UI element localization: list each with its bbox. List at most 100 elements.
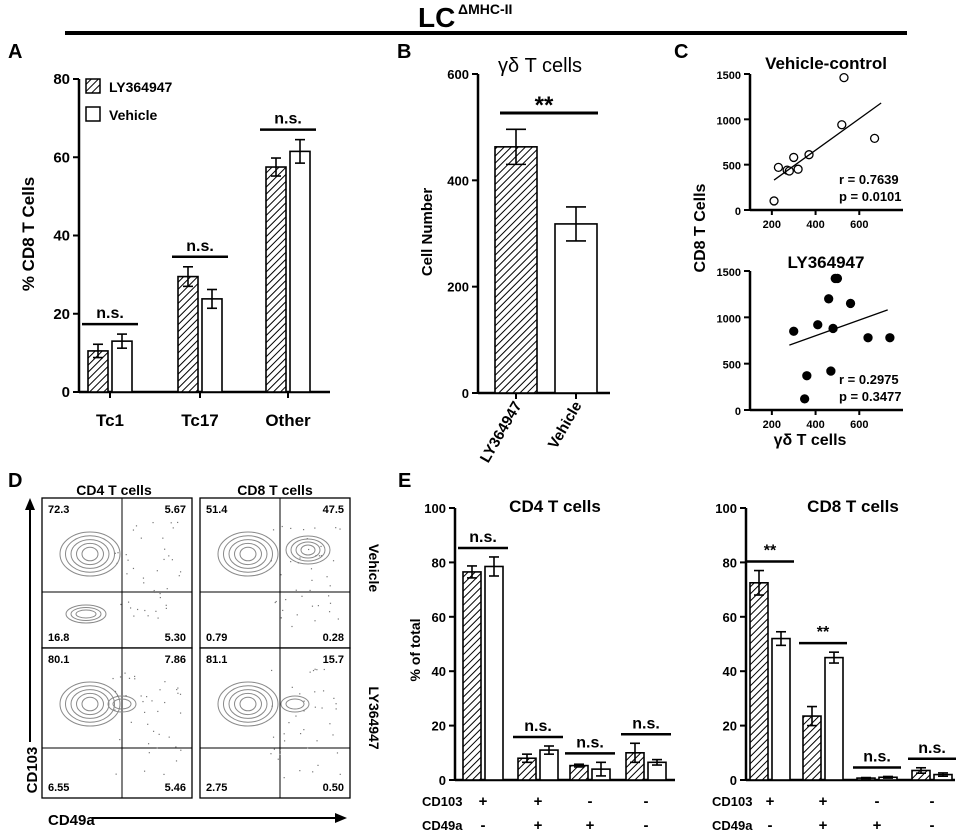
- event-dot: [299, 557, 301, 559]
- x-tick-label: 400: [806, 219, 824, 231]
- y-tick-label: 500: [723, 360, 741, 372]
- event-dot: [175, 760, 178, 762]
- event-dot: [303, 729, 305, 731]
- contour-ring: [76, 692, 104, 716]
- event-dot: [299, 693, 301, 695]
- cd49a-sign: -: [644, 817, 649, 834]
- y-tick-label: 1500: [717, 70, 741, 82]
- scatter-point: [802, 371, 812, 381]
- flow-plot: 80.1 7.86 6.55 5.46: [41, 647, 193, 799]
- event-dot: [127, 601, 130, 603]
- event-dot: [328, 611, 331, 613]
- panel-letter-a: A: [8, 41, 22, 63]
- significance-label: n.s.: [863, 748, 891, 765]
- legend-label-treated: LY364947: [109, 79, 173, 95]
- cd103-sign: -: [588, 793, 593, 810]
- panel-c-ly-chart: 0 500 1000 1500 200 400 600 LY364947 r = 0.2975 p…: [717, 253, 903, 431]
- event-dot: [125, 695, 127, 697]
- contour-ring: [223, 535, 273, 573]
- legend-label-vehicle: Vehicle: [109, 107, 157, 123]
- bar-vehicle: [201, 298, 223, 393]
- event-dot: [322, 690, 325, 692]
- event-dot: [302, 529, 305, 531]
- contour-ring: [65, 535, 115, 573]
- panel-e-cd8-chart: 0 20 40 60 80 100 + - ** + + ** - + n.s. - - n.s. CD8 T ce…: [715, 497, 956, 834]
- scatter-point: [813, 320, 823, 330]
- event-dot: [115, 773, 117, 775]
- quadrant-value: 47.5: [323, 504, 344, 516]
- event-dot: [314, 706, 316, 708]
- quadrant-value: 0.50: [323, 782, 344, 794]
- quadrant-value: 80.1: [48, 654, 69, 666]
- event-dot: [134, 675, 136, 678]
- y-tick-label: 80: [432, 555, 446, 570]
- cd49a-sign: +: [586, 817, 595, 834]
- panel-d-row-label-vehicle: Vehicle: [366, 544, 382, 592]
- event-dot: [315, 555, 317, 557]
- x-category-label: LY364947: [477, 399, 526, 466]
- x-category-label: Vehicle: [545, 399, 586, 452]
- bar-treated: [569, 764, 589, 781]
- event-dot: [157, 617, 159, 619]
- event-dot: [170, 522, 172, 524]
- scatter-point: [789, 152, 799, 163]
- panel-d-row-label-ly: LY364947: [366, 686, 382, 750]
- event-dot: [156, 570, 158, 572]
- event-dot: [297, 562, 299, 564]
- y-tick-label: 20: [723, 719, 737, 734]
- panel-b-ylabel: Cell Number: [419, 188, 436, 277]
- event-dot: [135, 525, 138, 527]
- event-dot: [143, 582, 145, 584]
- contour-ring: [217, 681, 279, 727]
- event-dot: [277, 758, 279, 760]
- event-dot: [163, 773, 165, 776]
- event-dot: [117, 552, 119, 554]
- event-dot: [154, 591, 156, 594]
- contour-ring: [290, 538, 326, 562]
- event-dot: [270, 560, 273, 562]
- y-tick-label: 100: [715, 501, 737, 516]
- event-dot: [326, 576, 328, 578]
- panel-c-vehicle-chart: 0 500 1000 1500 200 400 600 Vehicle-control r = …: [717, 54, 903, 231]
- event-dot: [314, 620, 316, 622]
- bar-vehicle: [824, 656, 844, 781]
- panel-e-row-cd49a-right: CD49a: [712, 818, 753, 833]
- flow-plot: 81.1 15.7 2.75 0.50: [199, 647, 351, 799]
- event-dot: [158, 733, 160, 735]
- event-dot: [317, 605, 319, 607]
- scatter-point: [789, 326, 799, 336]
- event-dot: [116, 562, 118, 565]
- contour-ring: [112, 698, 132, 710]
- quadrant-value: 0.79: [206, 632, 227, 644]
- y-tick-label: 0: [439, 773, 446, 788]
- y-tick-label: 40: [432, 664, 446, 679]
- event-dot: [329, 585, 331, 587]
- event-dot: [129, 607, 132, 609]
- cd103-sign: -: [930, 793, 935, 810]
- event-dot: [172, 527, 174, 529]
- contour-ring: [76, 542, 104, 566]
- event-dot: [168, 736, 170, 738]
- event-dot: [291, 625, 293, 628]
- event-dot: [159, 592, 161, 595]
- scatter-point: [832, 273, 843, 284]
- bar-vehicle: [484, 565, 504, 781]
- significance-label: n.s.: [918, 740, 946, 757]
- contour-ring: [280, 695, 310, 713]
- event-dot: [120, 708, 122, 710]
- contour-ring: [107, 695, 137, 713]
- contour-ring: [81, 546, 99, 562]
- event-dot: [147, 615, 149, 617]
- y-tick-label: 0: [735, 406, 741, 418]
- quadrant-value: 7.86: [165, 654, 186, 666]
- panel-e-row-cd49a: CD49a: [422, 818, 463, 833]
- cd103-sign: +: [819, 793, 828, 810]
- event-dot: [328, 595, 330, 597]
- event-dot: [271, 669, 273, 672]
- event-dot: [114, 690, 117, 693]
- y-tick-label: 0: [462, 386, 469, 401]
- panel-d-col-header-cd8: CD8 T cells: [237, 482, 313, 498]
- event-dot: [333, 697, 335, 699]
- cd49a-sign: +: [534, 817, 543, 834]
